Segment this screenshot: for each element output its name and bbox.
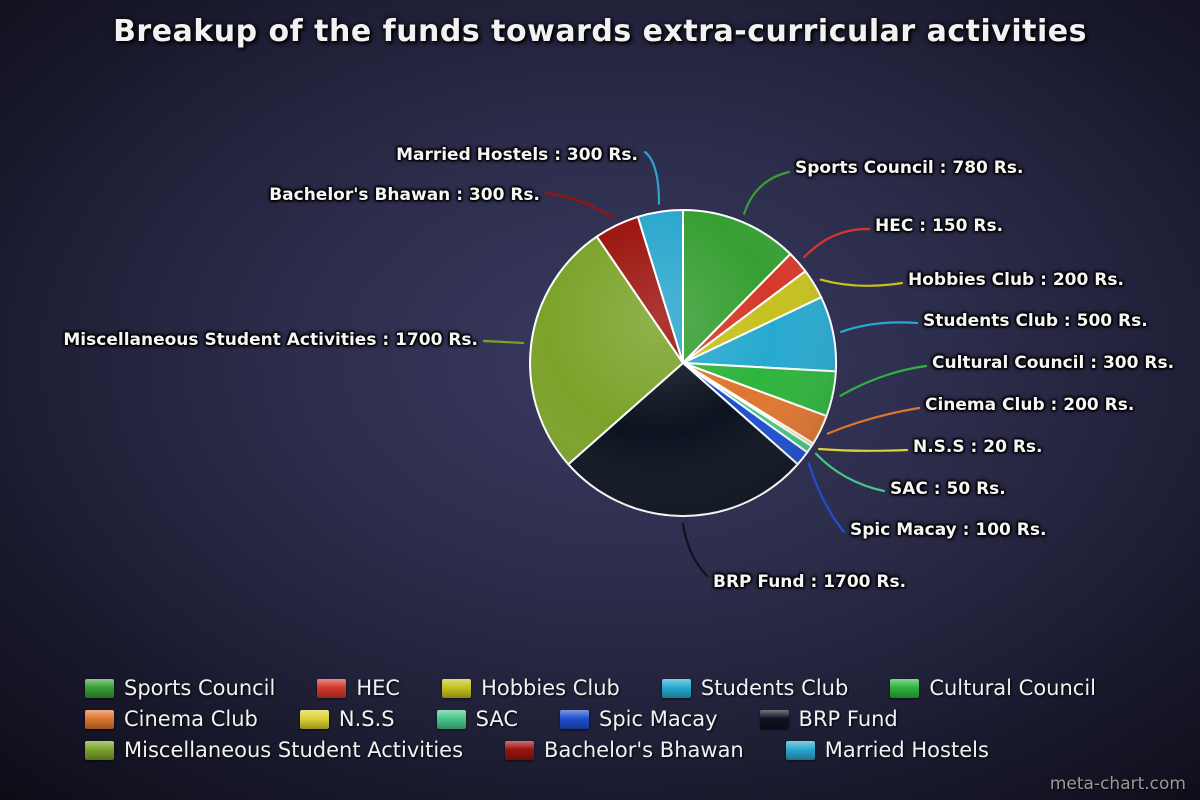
leader-line-hobbies-club (819, 278, 904, 287)
slice-label-sac: SAC : 50 Rs. (890, 479, 1006, 499)
leader-line-miscellaneous-student-activities (482, 339, 525, 345)
legend-swatch-bachelor-s-bhawan (505, 740, 535, 760)
legend-label-cultural-council: Cultural Council (929, 676, 1097, 700)
legend-label-sac: SAC (475, 707, 518, 731)
legend-item-brp-fund: BRP Fund (759, 707, 898, 731)
slice-label-hobbies-club: Hobbies Club : 200 Rs. (908, 270, 1124, 290)
legend-item-students-club: Students Club (661, 676, 849, 700)
leader-line-spic-macay (807, 462, 846, 534)
leader-line-sac (814, 452, 886, 493)
legend-item-sports-council: Sports Council (85, 676, 275, 700)
legend-item-hobbies-club: Hobbies Club (442, 676, 620, 700)
chart-title: Breakup of the funds towards extra-curri… (113, 14, 1087, 49)
legend-swatch-n-s-s (299, 709, 329, 729)
legend-label-married-hostels: Married Hostels (824, 738, 989, 762)
legend-item-cultural-council: Cultural Council (890, 676, 1096, 700)
legend-label-miscellaneous-student-activities: Miscellaneous Student Activities (124, 738, 464, 762)
legend-item-sac: SAC (436, 707, 518, 731)
legend-swatch-hec (317, 678, 347, 698)
leader-line-hec (803, 227, 871, 259)
leader-line-sports-council (743, 170, 791, 216)
legend-swatch-miscellaneous-student-activities (85, 740, 114, 760)
legend-row-3: Miscellaneous Student Activities Bachelor… (85, 738, 1096, 762)
legend-swatch-sac (436, 709, 466, 729)
slice-label-n-s-s: N.S.S : 20 Rs. (913, 437, 1043, 457)
slice-label-cultural-council: Cultural Council : 300 Rs. (932, 353, 1175, 373)
slice-label-spic-macay: Spic Macay : 100 Rs. (850, 520, 1047, 540)
legend-label-n-s-s: N.S.S (338, 707, 395, 731)
leader-line-married-hostels (643, 150, 661, 205)
legend-item-n-s-s: N.S.S (299, 707, 395, 731)
slice-label-students-club: Students Club : 500 Rs. (923, 311, 1148, 331)
leader-line-cinema-club (826, 406, 921, 435)
legend: Sports Council HEC Hobbies Club Students Cl… (85, 676, 1096, 762)
legend-swatch-married-hostels (785, 740, 815, 760)
legend-item-spic-macay: Spic Macay (560, 707, 718, 731)
slice-label-brp-fund: BRP Fund : 1700 Rs. (713, 572, 907, 592)
legend-swatch-brp-fund (759, 709, 789, 729)
slice-label-married-hostels: Married Hostels : 300 Rs. (396, 145, 638, 165)
legend-label-students-club: Students Club (700, 676, 849, 700)
legend-swatch-students-club (661, 678, 691, 698)
legend-swatch-cultural-council (890, 678, 920, 698)
legend-row-1: Sports Council HEC Hobbies Club Students Cl… (85, 676, 1096, 700)
legend-label-bachelor-s-bhawan: Bachelor's Bhawan (544, 738, 744, 762)
legend-label-hobbies-club: Hobbies Club (481, 676, 620, 700)
slice-label-miscellaneous-student-activities: Miscellaneous Student Activities : 1700 … (63, 330, 478, 350)
legend-label-sports-council: Sports Council (124, 676, 276, 700)
legend-label-brp-fund: BRP Fund (798, 707, 898, 731)
legend-swatch-spic-macay (560, 709, 589, 729)
leader-line-brp-fund (681, 522, 709, 578)
leader-line-students-club (839, 321, 919, 333)
legend-swatch-cinema-club (85, 709, 114, 729)
slice-label-hec: HEC : 150 Rs. (875, 216, 1004, 236)
legend-label-hec: HEC (356, 676, 401, 700)
leader-line-bachelor-s-bhawan (544, 191, 615, 219)
legend-item-hec: HEC (317, 676, 400, 700)
legend-swatch-sports-council (85, 678, 114, 698)
legend-row-2: Cinema Club N.S.S SAC Spic Macay BRP Fund (85, 707, 1096, 731)
legend-label-spic-macay: Spic Macay (599, 707, 718, 731)
legend-item-cinema-club: Cinema Club (85, 707, 258, 731)
leader-line-n-s-s (818, 447, 909, 452)
slice-label-cinema-club: Cinema Club : 200 Rs. (925, 395, 1135, 415)
legend-label-cinema-club: Cinema Club (124, 707, 258, 731)
legend-item-married-hostels: Married Hostels (785, 738, 989, 762)
legend-swatch-hobbies-club (442, 678, 472, 698)
slice-label-bachelor-s-bhawan: Bachelor's Bhawan : 300 Rs. (269, 185, 540, 205)
legend-item-miscellaneous-student-activities: Miscellaneous Student Activities (85, 738, 463, 762)
leader-line-cultural-council (839, 364, 928, 397)
slice-label-sports-council: Sports Council : 780 Rs. (795, 158, 1024, 178)
watermark: meta-chart.com (1049, 774, 1186, 794)
legend-item-bachelor-s-bhawan: Bachelor's Bhawan (505, 738, 744, 762)
